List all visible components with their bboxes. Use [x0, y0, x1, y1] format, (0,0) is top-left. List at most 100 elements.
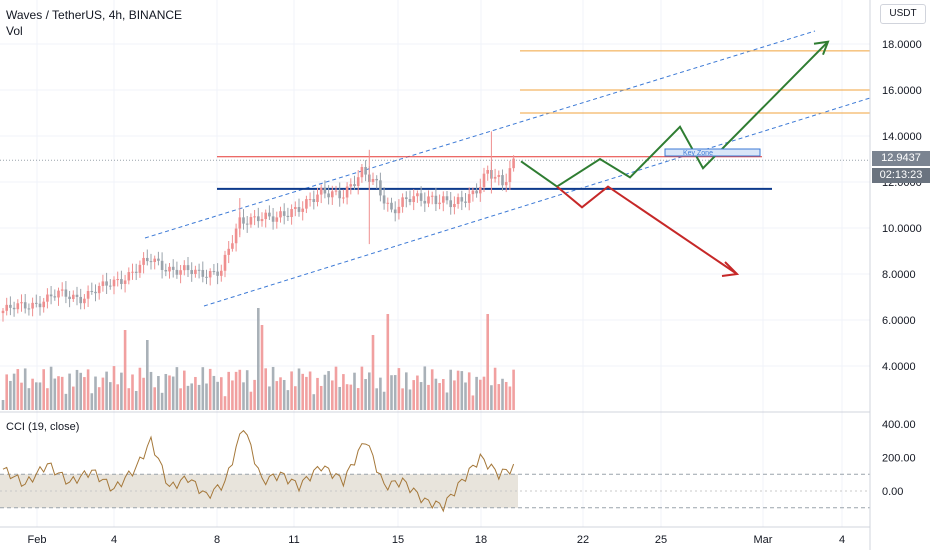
- time-tick-label: 18: [475, 534, 487, 546]
- volume-bar: [497, 384, 501, 410]
- volume-bar: [212, 375, 216, 410]
- volume-bar: [227, 371, 230, 410]
- time-tick-label: 4: [111, 534, 117, 546]
- candle-body: [49, 294, 53, 297]
- volume-bar: [53, 378, 57, 410]
- time-tick-label: 25: [655, 534, 667, 546]
- volume-bar: [194, 376, 197, 410]
- candle-body: [419, 193, 423, 201]
- volume-bar: [453, 380, 456, 410]
- volume-bar: [342, 374, 345, 410]
- candle-body: [271, 216, 275, 222]
- volume-bar: [35, 382, 38, 410]
- candle-body: [227, 248, 230, 255]
- key-zone[interactable]: Key Zone: [664, 148, 761, 157]
- volume-bar: [20, 382, 23, 410]
- candle-body: [57, 290, 60, 298]
- currency-button[interactable]: USDT: [880, 4, 926, 24]
- volume-bar: [5, 374, 8, 410]
- volume-bar: [264, 368, 267, 410]
- volume-bar: [234, 371, 238, 410]
- candle-body: [231, 243, 234, 249]
- volume-bar: [360, 366, 364, 410]
- candle-body: [183, 265, 186, 271]
- candle-body: [312, 199, 316, 202]
- candle-body: [138, 264, 142, 273]
- candle-body: [160, 260, 164, 270]
- cci-axis[interactable]: 400.00 200.00 0.00: [882, 419, 916, 498]
- volume-bar: [368, 372, 371, 410]
- candle-body: [120, 279, 123, 284]
- volume-bar: [379, 377, 382, 410]
- price-tick-label: 14.0000: [882, 131, 922, 143]
- volume-bar: [338, 386, 341, 410]
- volume-bar: [9, 380, 12, 410]
- volume-bar: [179, 388, 182, 410]
- volume-bar: [127, 388, 131, 410]
- candle-body: [434, 195, 438, 205]
- candle-body: [149, 261, 153, 263]
- candle-body: [382, 195, 386, 204]
- volume-bar: [86, 369, 90, 410]
- volume-bar: [479, 379, 482, 410]
- volume-bar: [327, 371, 330, 410]
- price-tick-label: 18.0000: [882, 39, 922, 51]
- volume-bar: [493, 367, 497, 410]
- volume-bar: [331, 380, 334, 410]
- candle-body: [5, 304, 8, 311]
- channel-upper: [144, 30, 816, 239]
- cci-pane[interactable]: [0, 429, 870, 513]
- time-axis[interactable]: Feb 4 8 11 15 18 22 25 Mar 4: [28, 534, 846, 546]
- candle-body: [464, 201, 467, 203]
- candle-body: [72, 294, 75, 300]
- price-axis[interactable]: 18.000016.000014.000012.000010.00008.000…: [882, 39, 922, 373]
- time-tick-label: Mar: [754, 534, 773, 546]
- volume-bar: [49, 366, 53, 410]
- volume-bar: [334, 366, 338, 410]
- key-zone-box[interactable]: [664, 148, 761, 157]
- volume-bar: [449, 369, 452, 410]
- volume-bar: [294, 386, 297, 410]
- volume-bar: [79, 372, 82, 410]
- candle-body: [75, 294, 79, 297]
- channel-lower: [203, 97, 871, 307]
- volume-bar: [316, 377, 319, 410]
- volume-bar: [434, 378, 438, 410]
- candle-body: [109, 285, 112, 287]
- volume-bar: [171, 376, 175, 410]
- volume-bar: [64, 393, 68, 410]
- volume-bar: [349, 384, 353, 410]
- candle-body: [401, 197, 404, 207]
- time-tick-label: 4: [839, 534, 845, 546]
- candle-body: [375, 178, 378, 181]
- volume-bar: [112, 366, 116, 410]
- volume-bar: [46, 388, 49, 410]
- candle-body: [46, 294, 49, 302]
- volume-bar: [149, 371, 153, 410]
- candle-body: [35, 302, 38, 304]
- candle-body: [134, 271, 138, 273]
- volume-bar: [160, 392, 164, 410]
- price-candles[interactable]: [1, 131, 515, 322]
- candle-body: [12, 307, 16, 310]
- candle-body: [97, 285, 101, 294]
- volume-bar: [134, 390, 138, 410]
- volume-bar: [416, 375, 419, 410]
- key-zone-label: Key Zone: [683, 150, 713, 157]
- candle-body: [264, 212, 267, 220]
- candle-body: [27, 308, 31, 310]
- chart-title: Waves / TetherUS, 4h, BINANCE: [6, 8, 183, 22]
- candle-body: [342, 197, 345, 199]
- volume-bar: [467, 372, 471, 410]
- time-tick-label: 8: [214, 534, 220, 546]
- candle-body: [430, 195, 434, 197]
- candle-body: [205, 276, 208, 278]
- volume-bar: [249, 391, 253, 410]
- volume-bar: [60, 376, 64, 410]
- volume-bar: [75, 369, 79, 410]
- candle-body: [442, 196, 445, 203]
- projection-paths: [520, 40, 830, 277]
- price-tick-label: 8.0000: [882, 269, 916, 281]
- volume-bar: [38, 382, 42, 410]
